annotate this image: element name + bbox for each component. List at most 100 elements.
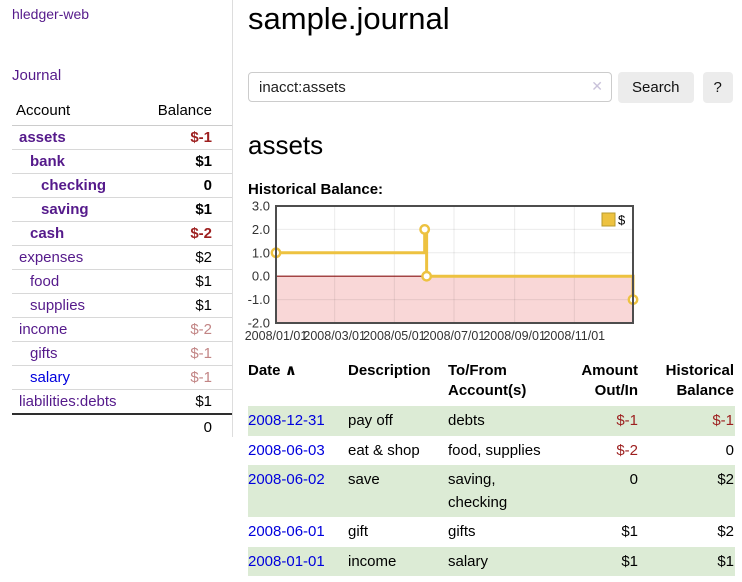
- account-balance: 0: [144, 173, 232, 198]
- account-balance: $1: [144, 197, 232, 222]
- clear-search-icon[interactable]: ✕: [591, 78, 603, 95]
- txn-accounts: salary: [448, 552, 489, 570]
- account-row: cash $-2: [12, 221, 232, 246]
- search-form: ✕ Search ?: [248, 71, 735, 103]
- register-row: 2008-06-01 gift gifts $1 $2: [248, 517, 735, 547]
- account-row: food $1: [12, 269, 232, 294]
- accounts-total-row: 0: [12, 414, 232, 439]
- txn-amount: $-2: [616, 441, 638, 459]
- account-link-income[interactable]: income: [19, 321, 68, 338]
- account-row: bank $1: [12, 149, 232, 174]
- txn-balance: $2: [717, 471, 734, 489]
- register-col-tofrom: To/From Account(s): [448, 361, 527, 399]
- account-balance: $-1: [144, 365, 232, 390]
- txn-balance: $1: [717, 552, 734, 570]
- register-col-date[interactable]: Date ∧: [248, 361, 348, 407]
- page-title: sample.journal: [248, 1, 450, 36]
- register-row: 2008-12-31 pay off debts $-1 $-1: [248, 406, 735, 436]
- account-link-liabilities-debts[interactable]: liabilities:debts: [19, 393, 117, 410]
- account-row: supplies $1: [12, 293, 232, 318]
- account-link-assets[interactable]: assets: [19, 129, 66, 146]
- txn-description: gift: [348, 523, 369, 541]
- account-balance: $-2: [144, 317, 232, 342]
- txn-date-link[interactable]: 2008-06-01: [248, 523, 325, 541]
- register-row: 2008-06-03 eat & shop food, supplies $-2…: [248, 436, 735, 466]
- register-col-description: Description: [348, 361, 431, 379]
- date-header-label: Date: [248, 361, 281, 379]
- svg-text:-2.0: -2.0: [248, 315, 270, 330]
- account-link-gifts[interactable]: gifts: [30, 345, 58, 362]
- search-button[interactable]: Search: [618, 71, 694, 103]
- account-row: salary $-1: [12, 365, 232, 390]
- account-row: checking 0: [12, 173, 232, 198]
- register-row: 2008-06-02 save saving, checking 0 $2: [248, 465, 735, 518]
- chart-container: $3.0 2.0 1.0 0.0 -1.0 -2.0 2008/01/01 2008/03/0…: [240, 198, 735, 346]
- txn-description: income: [348, 552, 397, 570]
- account-balance: $1: [144, 269, 232, 294]
- accounts-header-row: Account Balance: [12, 99, 232, 126]
- account-balance: $2: [144, 245, 232, 270]
- app-brand: hledger-web: [12, 6, 232, 23]
- txn-date-link[interactable]: 2008-01-01: [248, 552, 325, 570]
- txn-balance: $-1: [712, 412, 734, 430]
- account-balance: $1: [144, 149, 232, 174]
- account-link-cash[interactable]: cash: [30, 225, 65, 242]
- txn-amount: $1: [621, 523, 638, 541]
- svg-text:3.0: 3.0: [252, 198, 270, 213]
- txn-amount: $1: [621, 552, 638, 570]
- account-balance: $-1: [144, 341, 232, 366]
- account-link-expenses[interactable]: expenses: [19, 249, 84, 266]
- sort-asc-icon: ∧: [284, 361, 297, 379]
- txn-description: eat & shop: [348, 441, 420, 459]
- register-header-row: Date ∧ Description To/From Account(s) Am…: [248, 361, 735, 407]
- account-link-checking[interactable]: checking: [41, 177, 107, 194]
- search-input[interactable]: [248, 72, 612, 103]
- register-row: 2008-01-01 income salary $1 $1: [248, 546, 735, 577]
- brand-link[interactable]: hledger-web: [12, 6, 90, 22]
- sidebar-nav: Journal: [12, 67, 232, 84]
- accounts-table: Account Balance assets $-1 bank $1 check…: [12, 99, 232, 439]
- txn-balance: $2: [717, 523, 734, 541]
- txn-date-link[interactable]: 2008-06-02: [248, 471, 325, 489]
- txn-description: save: [348, 471, 380, 489]
- svg-text:2008/01/01: 2008/01/01: [245, 329, 308, 343]
- accounts-total-balance: 0: [203, 419, 212, 436]
- txn-accounts: gifts: [448, 523, 476, 541]
- svg-text:0.0: 0.0: [252, 268, 270, 283]
- txn-accounts: food, supplies: [448, 441, 541, 459]
- txn-description: pay off: [348, 412, 393, 430]
- txn-date-link[interactable]: 2008-12-31: [248, 412, 325, 430]
- account-link-saving[interactable]: saving: [41, 201, 89, 218]
- svg-text:2008/11/01: 2008/11/01: [543, 329, 605, 343]
- svg-text:1.0: 1.0: [252, 245, 270, 260]
- chart-label: Historical Balance:: [248, 180, 384, 198]
- svg-text:$: $: [618, 212, 626, 227]
- account-link-salary[interactable]: salary: [30, 369, 71, 386]
- txn-accounts: debts: [448, 412, 485, 430]
- svg-text:-1.0: -1.0: [248, 292, 270, 307]
- account-link-supplies[interactable]: supplies: [30, 297, 86, 314]
- account-balance: $1: [144, 389, 232, 415]
- account-link-bank[interactable]: bank: [30, 153, 66, 170]
- register-table: Date ∧ Description To/From Account(s) Am…: [248, 361, 735, 577]
- account-row: expenses $2: [12, 245, 232, 270]
- account-link-food[interactable]: food: [30, 273, 60, 290]
- account-balance: $-1: [144, 125, 232, 150]
- account-row: income $-2: [12, 317, 232, 342]
- register-col-balance: Historical Balance: [665, 361, 734, 399]
- txn-balance: 0: [725, 441, 734, 459]
- txn-date-link[interactable]: 2008-06-03: [248, 441, 325, 459]
- txn-amount: $-1: [616, 412, 638, 430]
- help-button[interactable]: ?: [702, 71, 733, 103]
- txn-amount: 0: [629, 471, 638, 489]
- svg-text:2.0: 2.0: [252, 222, 270, 237]
- accounts-col-balance: Balance: [144, 99, 232, 126]
- account-balance: $1: [144, 293, 232, 318]
- svg-text:2008/09/01: 2008/09/01: [483, 329, 546, 343]
- account-row: saving $1: [12, 197, 232, 222]
- nav-journal-link[interactable]: Journal: [12, 67, 62, 84]
- accounts-col-account: Account: [12, 99, 144, 126]
- txn-accounts: saving, checking: [448, 471, 508, 511]
- historical-balance-chart: $3.0 2.0 1.0 0.0 -1.0 -2.02008/01/012008/03/0…: [245, 198, 639, 343]
